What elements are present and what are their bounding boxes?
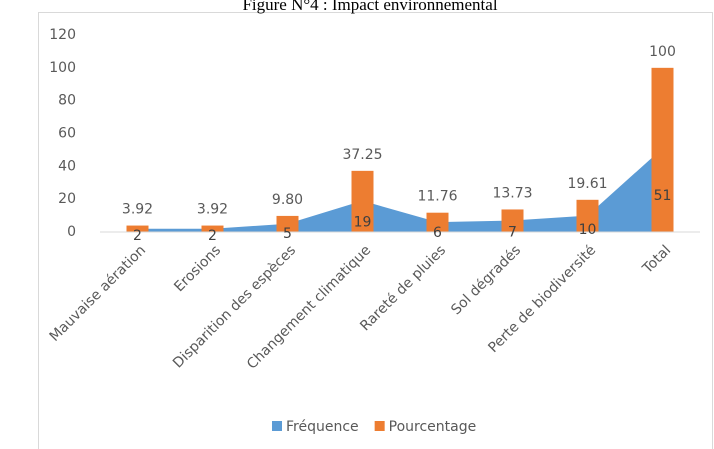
data-label: 13.73: [492, 185, 532, 201]
bar: [276, 215, 299, 232]
bar: [426, 212, 449, 232]
bar: [576, 199, 599, 232]
bar: [201, 225, 224, 232]
x-tick-label: Erosions: [171, 242, 224, 295]
x-tick-label: Mauvaise aération: [47, 242, 150, 345]
data-label: 2: [133, 228, 142, 244]
area: [137, 148, 663, 232]
y-tick-label: 100: [49, 60, 76, 76]
data-label: 51: [654, 188, 672, 204]
data-label: 2: [208, 228, 217, 244]
legend-label: Fréquence: [286, 419, 359, 435]
x-tick-label: Sol dégradés: [448, 242, 524, 318]
y-tick-label: 120: [49, 27, 76, 43]
data-label: 5: [283, 226, 292, 242]
chart-title: Figure N°4 : Impact environnemental: [242, 0, 497, 14]
data-label: 3.92: [122, 202, 153, 218]
chart-frame: [38, 12, 713, 449]
data-label: 7: [508, 224, 517, 240]
data-label: 100: [649, 44, 676, 60]
bar: [126, 225, 149, 232]
legend-swatch: [374, 421, 385, 431]
data-label: 11.76: [417, 189, 457, 205]
x-tick-label: Changement climatique: [244, 242, 374, 372]
data-label: 19.61: [567, 176, 607, 192]
data-label: 9.80: [272, 192, 303, 208]
data-label: 19: [354, 214, 372, 230]
data-label: 37.25: [342, 147, 382, 163]
y-tick-label: 60: [58, 126, 76, 142]
legend-label: Pourcentage: [389, 419, 477, 435]
bar: [351, 170, 374, 232]
y-tick-label: 0: [67, 224, 76, 240]
bar: [651, 67, 674, 232]
bar: [501, 209, 524, 232]
legend-swatch: [272, 421, 282, 431]
y-tick-label: 20: [58, 191, 76, 207]
data-label: 10: [579, 222, 597, 238]
data-label: 6: [433, 225, 442, 241]
x-tick-label: Disparition des espèces: [170, 242, 299, 371]
x-tick-label: Total: [639, 242, 674, 277]
y-tick-label: 80: [58, 93, 76, 109]
data-label: 3.92: [197, 202, 228, 218]
y-tick-label: 40: [58, 158, 76, 174]
